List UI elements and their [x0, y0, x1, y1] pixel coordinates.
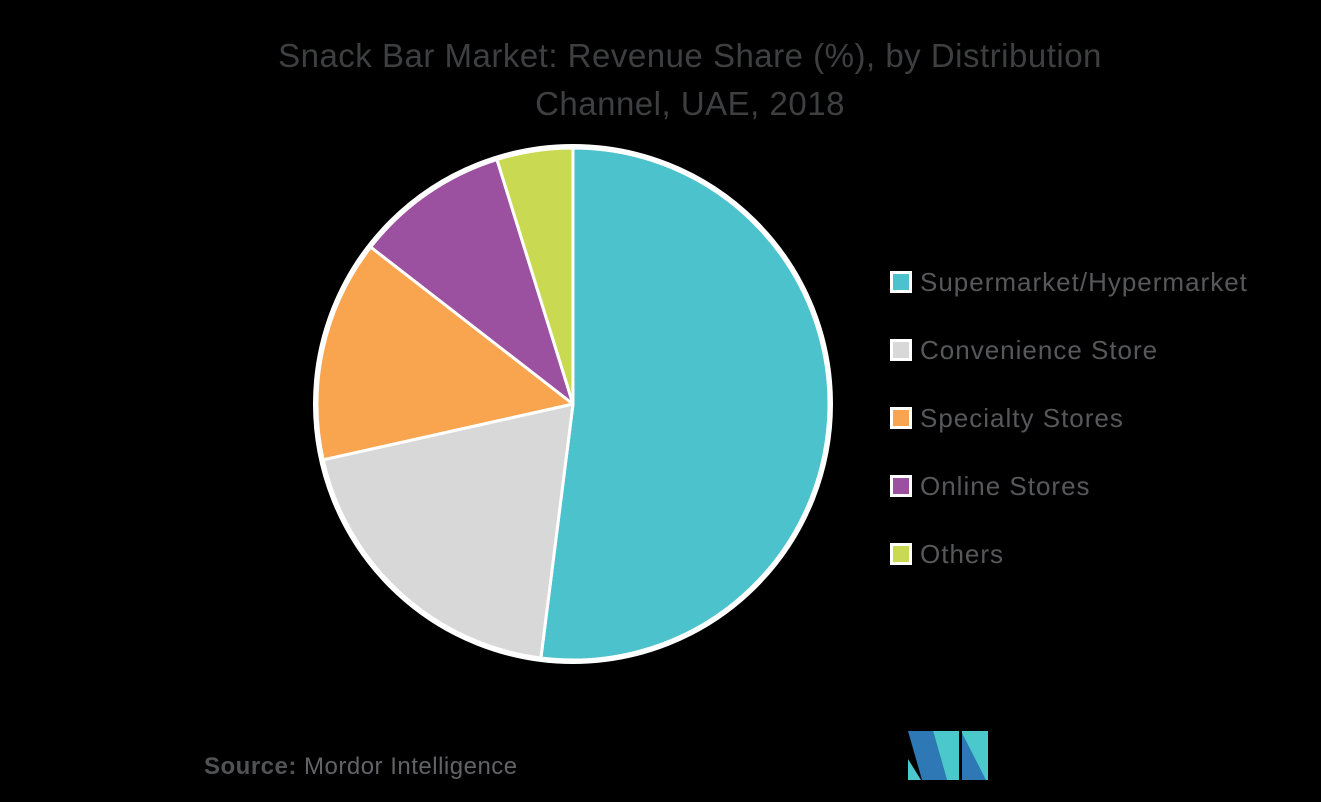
pie-slice: [369, 158, 575, 406]
legend-swatch-convenience-store: [890, 339, 912, 361]
legend-item-supermarket-hypermarket: Supermarket/Hypermarket: [890, 267, 1248, 297]
legend-label: Specialty Stores: [920, 402, 1124, 433]
legend-item-online-stores: Online Stores: [890, 471, 1248, 501]
chart-title-line1: Snack Bar Market: Revenue Share (%), by …: [278, 37, 1102, 74]
pie-slice: [495, 146, 575, 406]
chart-title-line2: Channel, UAE, 2018: [535, 85, 845, 122]
legend-swatch-supermarket-hypermarket: [890, 271, 912, 293]
legend-item-others: Others: [890, 539, 1248, 569]
legend-item-specialty-stores: Specialty Stores: [890, 403, 1248, 433]
pie-chart: [313, 144, 833, 664]
legend-label: Online Stores: [920, 470, 1091, 501]
legend-swatch-specialty-stores: [890, 407, 912, 429]
chart-title: Snack Bar Market: Revenue Share (%), by …: [61, 32, 1319, 128]
legend-label: Supermarket/Hypermarket: [920, 266, 1248, 297]
logo-left-teal-triangle: [908, 759, 921, 780]
pie-outer-rim: [313, 144, 833, 664]
chart-legend: Supermarket/Hypermarket Convenience Stor…: [890, 267, 1248, 610]
logo-teal-band: [933, 731, 959, 780]
pie-slice: [315, 245, 575, 462]
logo-i-blue-triangle: [962, 733, 986, 780]
legend-label: Others: [920, 538, 1005, 569]
pie-slice: [539, 146, 831, 662]
source-label: Source:: [204, 753, 297, 780]
mordor-intelligence-logo: [908, 731, 988, 780]
source-text: Mordor Intelligence: [304, 753, 518, 780]
legend-label: Convenience Store: [920, 334, 1159, 365]
pie-slice: [321, 402, 575, 660]
legend-swatch-others: [890, 543, 912, 565]
source-line: Source: Mordor Intelligence: [204, 753, 518, 781]
logo-blue-diagonal: [908, 731, 947, 780]
legend-swatch-online-stores: [890, 475, 912, 497]
legend-item-convenience-store: Convenience Store: [890, 335, 1248, 365]
